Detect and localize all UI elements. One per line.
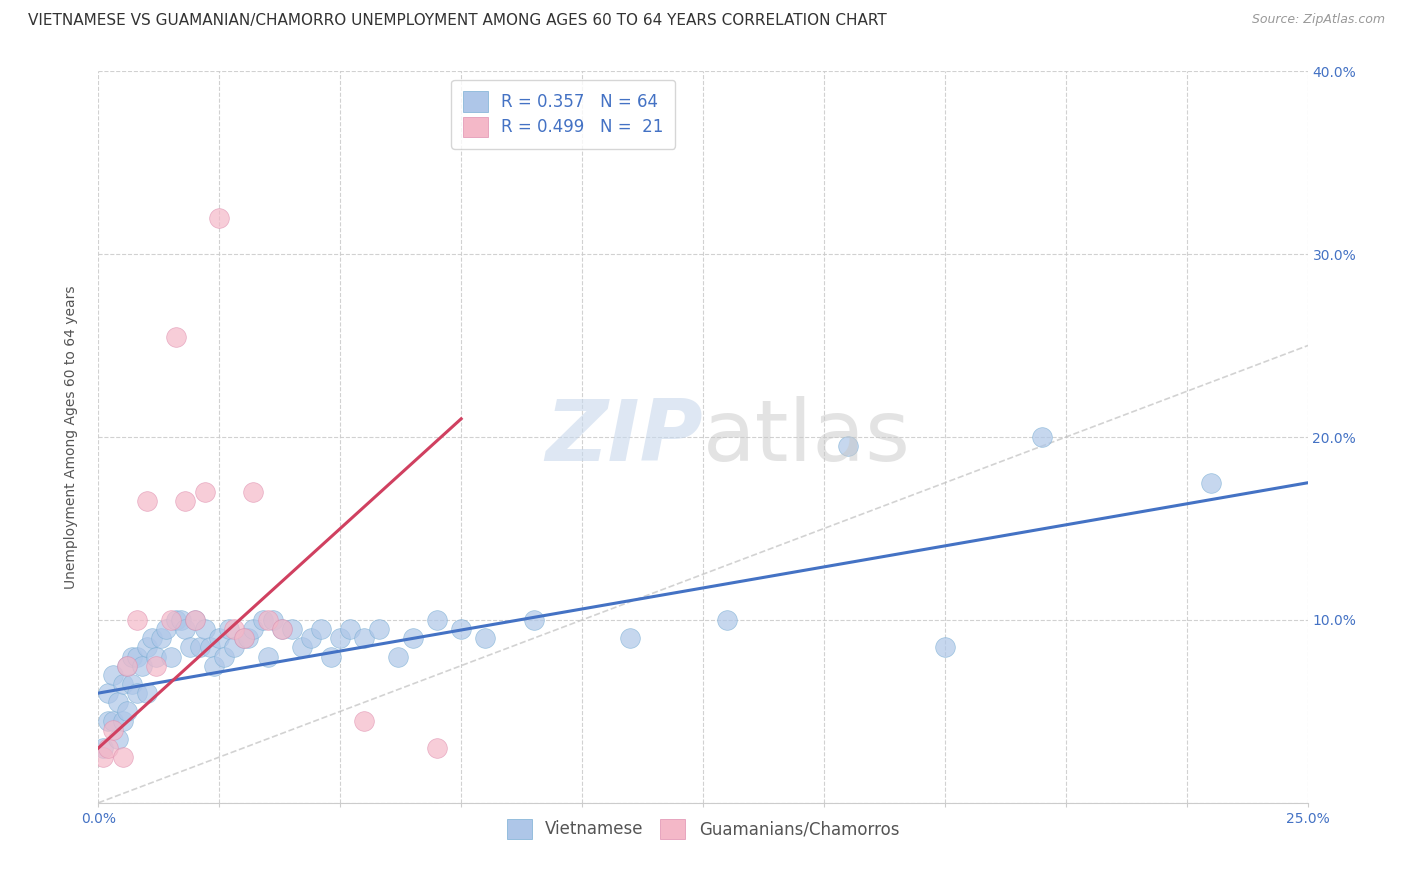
Point — [271, 622, 294, 636]
Point — [426, 613, 449, 627]
Point — [523, 613, 546, 627]
Point — [238, 632, 260, 646]
Point — [934, 640, 956, 655]
Point — [232, 632, 254, 646]
Point — [329, 632, 352, 646]
Point — [256, 649, 278, 664]
Point — [262, 613, 284, 627]
Point — [117, 658, 139, 673]
Point — [837, 439, 859, 453]
Point — [127, 613, 149, 627]
Point — [141, 632, 163, 646]
Point — [165, 613, 187, 627]
Legend: Vietnamese, Guamanians/Chamorros: Vietnamese, Guamanians/Chamorros — [501, 812, 905, 846]
Point — [165, 329, 187, 343]
Point — [194, 622, 217, 636]
Point — [179, 640, 201, 655]
Point — [135, 494, 157, 508]
Point — [111, 750, 134, 764]
Point — [194, 485, 217, 500]
Point — [97, 686, 120, 700]
Point — [111, 714, 134, 728]
Point — [111, 677, 134, 691]
Point — [339, 622, 361, 636]
Point — [121, 677, 143, 691]
Point — [309, 622, 332, 636]
Point — [450, 622, 472, 636]
Y-axis label: Unemployment Among Ages 60 to 64 years: Unemployment Among Ages 60 to 64 years — [65, 285, 79, 589]
Point — [155, 622, 177, 636]
Point — [474, 632, 496, 646]
Point — [160, 649, 183, 664]
Point — [91, 740, 114, 755]
Point — [271, 622, 294, 636]
Point — [101, 714, 124, 728]
Point — [121, 649, 143, 664]
Point — [204, 658, 226, 673]
Point — [150, 632, 173, 646]
Text: ZIP: ZIP — [546, 395, 703, 479]
Point — [368, 622, 391, 636]
Point — [256, 613, 278, 627]
Point — [198, 640, 221, 655]
Point — [290, 640, 312, 655]
Point — [145, 649, 167, 664]
Point — [101, 723, 124, 737]
Point — [426, 740, 449, 755]
Point — [117, 658, 139, 673]
Point — [117, 705, 139, 719]
Point — [232, 632, 254, 646]
Point — [319, 649, 342, 664]
Point — [208, 632, 231, 646]
Point — [222, 622, 245, 636]
Point — [222, 640, 245, 655]
Point — [212, 649, 235, 664]
Point — [402, 632, 425, 646]
Point — [135, 640, 157, 655]
Point — [135, 686, 157, 700]
Point — [353, 714, 375, 728]
Point — [299, 632, 322, 646]
Point — [1199, 475, 1222, 490]
Point — [184, 613, 207, 627]
Point — [242, 485, 264, 500]
Point — [188, 640, 211, 655]
Point — [131, 658, 153, 673]
Point — [619, 632, 641, 646]
Text: VIETNAMESE VS GUAMANIAN/CHAMORRO UNEMPLOYMENT AMONG AGES 60 TO 64 YEARS CORRELAT: VIETNAMESE VS GUAMANIAN/CHAMORRO UNEMPLO… — [28, 13, 887, 29]
Point — [184, 613, 207, 627]
Point — [174, 622, 197, 636]
Point — [127, 686, 149, 700]
Point — [97, 740, 120, 755]
Point — [208, 211, 231, 225]
Text: Source: ZipAtlas.com: Source: ZipAtlas.com — [1251, 13, 1385, 27]
Point — [218, 622, 240, 636]
Point — [252, 613, 274, 627]
Point — [387, 649, 409, 664]
Point — [169, 613, 191, 627]
Point — [97, 714, 120, 728]
Point — [174, 494, 197, 508]
Point — [281, 622, 304, 636]
Point — [160, 613, 183, 627]
Point — [242, 622, 264, 636]
Point — [127, 649, 149, 664]
Point — [107, 695, 129, 709]
Point — [101, 667, 124, 681]
Text: atlas: atlas — [703, 395, 911, 479]
Point — [353, 632, 375, 646]
Point — [145, 658, 167, 673]
Point — [1031, 430, 1053, 444]
Point — [107, 731, 129, 746]
Point — [716, 613, 738, 627]
Point — [91, 750, 114, 764]
